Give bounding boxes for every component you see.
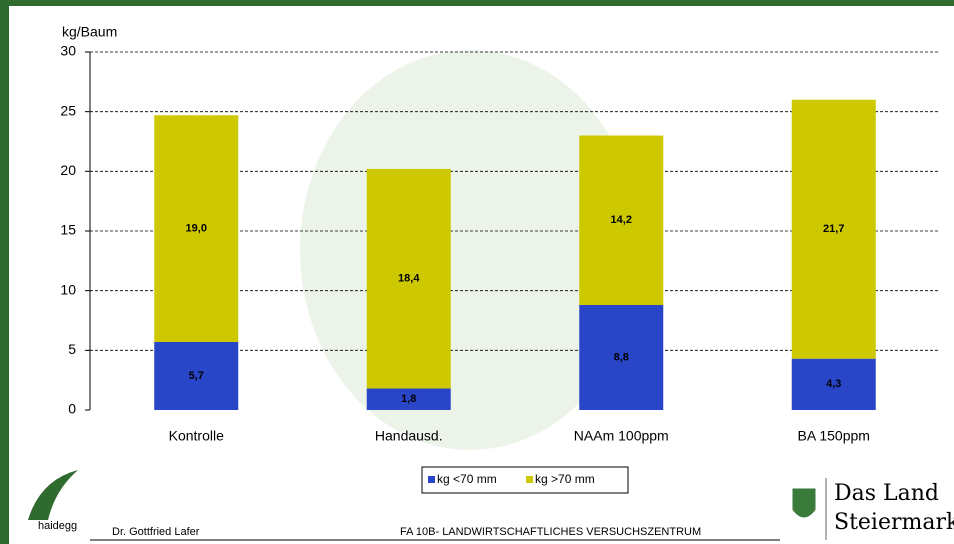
- bar-segment: [366, 168, 451, 389]
- logo-text: haidegg: [38, 520, 77, 532]
- data-label: 21,7: [823, 223, 844, 235]
- left-border: [0, 0, 9, 544]
- legend-swatch: [428, 476, 435, 483]
- author: Dr. Gottfried Lafer: [112, 526, 200, 538]
- x-tick-label: BA 150ppm: [798, 428, 870, 444]
- bar-segment: [579, 304, 664, 410]
- data-label: 18,4: [398, 273, 420, 285]
- legend-label: kg <70 mm: [437, 472, 497, 486]
- legend-swatch: [526, 476, 533, 483]
- y-tick-label: 20: [60, 162, 76, 178]
- haidegg-logo: [28, 470, 78, 520]
- bar-segment: [791, 99, 876, 359]
- bar-segment: [154, 115, 239, 342]
- bar-segment: [366, 388, 451, 410]
- x-tick-label: Handausd.: [375, 428, 443, 444]
- y-axis-label: kg/Baum: [62, 24, 117, 40]
- coat-of-arms: [791, 487, 817, 519]
- x-tick-label: NAAm 100ppm: [574, 428, 669, 444]
- institute: FA 10B- LANDWIRTSCHAFTLICHES VERSUCHSZEN…: [400, 526, 701, 538]
- bar-segment: [154, 341, 239, 410]
- y-tick-label: 0: [68, 401, 76, 417]
- y-tick-label: 30: [60, 43, 76, 59]
- brand-line1: Das Land: [834, 481, 939, 506]
- data-label: 8,8: [614, 351, 629, 363]
- legend-box: [421, 466, 629, 494]
- data-label: 4,3: [826, 378, 841, 390]
- data-label: 1,8: [401, 393, 416, 405]
- y-tick-label: 10: [60, 281, 76, 297]
- brand-line2: Steiermark: [834, 510, 954, 535]
- top-border: [0, 0, 954, 6]
- y-tick-label: 5: [68, 341, 76, 357]
- y-tick-label: 15: [60, 222, 76, 238]
- data-label: 19,0: [186, 223, 207, 235]
- bar-segment: [791, 358, 876, 410]
- bar-segment: [579, 135, 664, 305]
- x-tick-label: Kontrolle: [169, 428, 224, 444]
- data-label: 5,7: [189, 370, 204, 382]
- data-label: 14,2: [611, 214, 632, 226]
- y-tick-label: 25: [60, 102, 76, 118]
- legend-label: kg >70 mm: [535, 472, 595, 486]
